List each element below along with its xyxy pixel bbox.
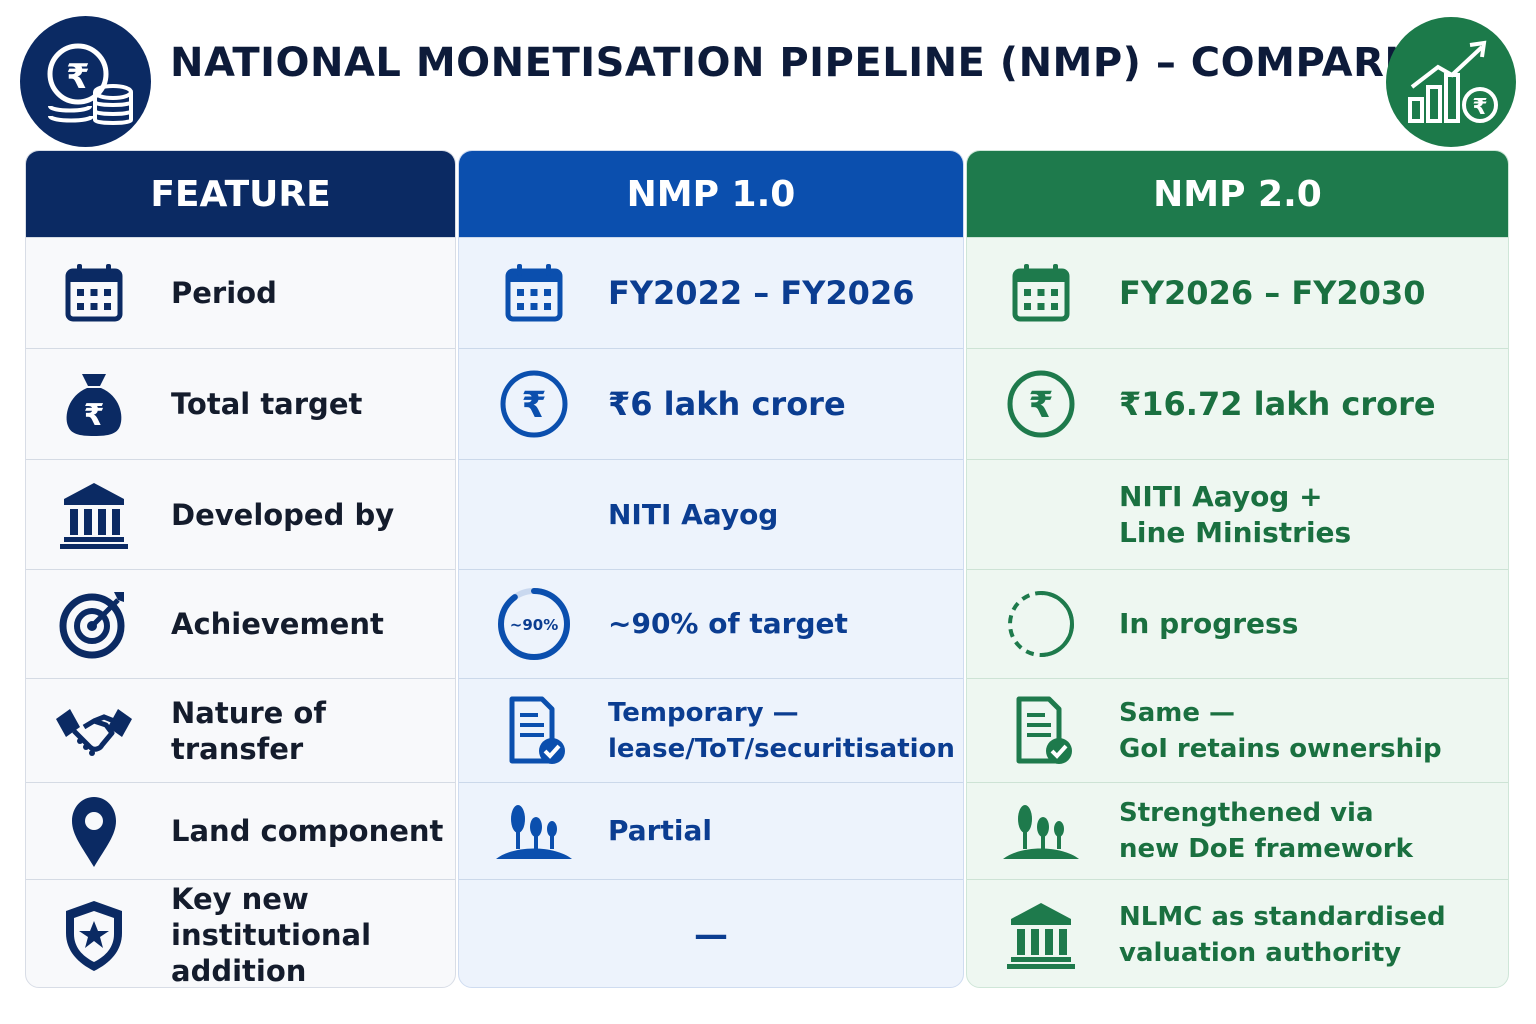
feature-label: Total target (171, 387, 363, 421)
rupee-circle-icon (1001, 364, 1081, 444)
rupee-circle-icon (494, 364, 574, 444)
page-header: ₹ NATIONAL MONETISATION PIPELINE (NMP) –… (0, 0, 1536, 150)
nmp1-value: Temporary — lease/ToT/securitisation (608, 697, 955, 764)
trees-icon (1001, 791, 1081, 871)
nmp1-value: — (694, 914, 728, 955)
feature-row-total-target: Total target (26, 348, 455, 459)
nmp2-column-header: NMP 2.0 (967, 151, 1508, 237)
nmp2-value: Same — GoI retains ownership (1119, 697, 1442, 764)
nmp1-row-land-component: Partial (459, 782, 963, 879)
calendar-icon (1001, 253, 1081, 333)
nmp2-value: NLMC as standardised valuation authority (1119, 901, 1446, 968)
nmp2-row-developed-by: NITI Aayog + Line Ministries (967, 459, 1508, 569)
feature-label: Land component (171, 814, 444, 848)
nmp1-row-period: FY2022 – FY2026 (459, 237, 963, 348)
feature-row-developed-by: Developed by (26, 459, 455, 569)
nmp2-row-total-target: ₹16.72 lakh crore (967, 348, 1508, 459)
nmp1-value: NITI Aayog (608, 497, 779, 531)
progress-ring-label: ~90% (510, 616, 558, 634)
nmp2-row-institutional-addition: NLMC as standardised valuation authority (967, 879, 1508, 988)
dashed-circle-icon (1001, 584, 1081, 664)
svg-text:₹: ₹ (66, 57, 90, 97)
feature-label: Period (171, 276, 277, 310)
government-building-icon (1001, 895, 1081, 975)
calendar-icon (494, 253, 574, 333)
feature-row-nature-of-transfer: Nature of transfer (26, 678, 455, 782)
nmp1-value: FY2022 – FY2026 (608, 274, 915, 312)
feature-row-period: Period (26, 237, 455, 348)
growth-chart-rupee-icon: ₹ (1386, 17, 1516, 147)
nmp1-row-institutional-addition: — (459, 879, 963, 987)
calendar-icon (54, 253, 134, 333)
nmp2-value: NITI Aayog + Line Ministries (1119, 479, 1352, 549)
feature-row-institutional-addition: Key new institutional addition (26, 879, 455, 988)
feature-column: FEATURE Period Total target Developed by… (25, 150, 456, 988)
nmp1-row-nature-of-transfer: Temporary — lease/ToT/securitisation (459, 678, 963, 782)
location-pin-icon (54, 791, 134, 871)
nmp1-value: ₹6 lakh crore (608, 385, 846, 423)
feature-column-header: FEATURE (26, 151, 455, 237)
nmp2-row-land-component: Strengthened via new DoE framework (967, 782, 1508, 879)
nmp1-column-header: NMP 1.0 (459, 151, 963, 237)
nmp1-value: ~90% of target (608, 607, 848, 640)
nmp2-value: FY2026 – FY2030 (1119, 274, 1426, 312)
feature-row-achievement: Achievement (26, 569, 455, 678)
target-icon (54, 584, 134, 664)
nmp2-row-period: FY2026 – FY2030 (967, 237, 1508, 348)
money-bag-icon (54, 364, 134, 444)
document-check-icon (494, 691, 574, 771)
nmp2-value: Strengthened via new DoE framework (1119, 798, 1413, 864)
nmp1-row-developed-by: NITI Aayog (459, 459, 963, 569)
handshake-icon (54, 691, 134, 771)
shield-star-icon (54, 895, 134, 975)
feature-label: Key new institutional addition (171, 881, 372, 988)
nmp2-column: NMP 2.0 FY2026 – FY2030 ₹16.72 lakh cror… (966, 150, 1509, 988)
nmp1-value: Partial (608, 814, 712, 847)
nmp1-column: NMP 1.0 FY2022 – FY2026 ₹6 lakh crore NI… (458, 150, 964, 988)
feature-row-land-component: Land component (26, 782, 455, 879)
nmp2-value: ₹16.72 lakh crore (1119, 385, 1436, 423)
document-check-icon (1001, 691, 1081, 771)
nmp2-value: In progress (1119, 607, 1299, 640)
trees-icon (494, 791, 574, 871)
government-building-icon (54, 475, 134, 555)
svg-text:₹: ₹ (1472, 95, 1487, 120)
page-title: NATIONAL MONETISATION PIPELINE (NMP) – C… (170, 40, 1498, 86)
feature-label: Developed by (171, 497, 395, 532)
progress-ring-icon: ~90% (494, 584, 574, 664)
nmp1-row-total-target: ₹6 lakh crore (459, 348, 963, 459)
nmp2-row-nature-of-transfer: Same — GoI retains ownership (967, 678, 1508, 782)
feature-label: Nature of transfer (171, 695, 326, 766)
nmp1-row-achievement: ~90% ~90% of target (459, 569, 963, 678)
feature-label: Achievement (171, 607, 384, 641)
nmp2-row-achievement: In progress (967, 569, 1508, 678)
rupee-coins-icon: ₹ (20, 16, 151, 147)
